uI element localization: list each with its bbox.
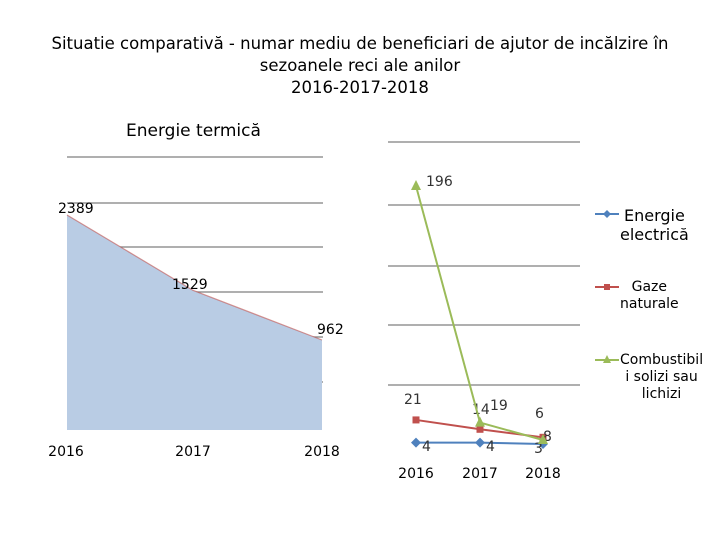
legend-swatch-gas	[594, 279, 620, 293]
line-data-label-solid: 19	[490, 398, 508, 414]
line-data-label-gas: 8	[543, 429, 552, 445]
area-chart-title: Energie termică	[126, 121, 261, 141]
area-data-label: 2389	[58, 201, 94, 217]
line-data-label-electric: 3	[534, 441, 543, 457]
line-point-electric	[411, 437, 421, 448]
area-data-label: 1529	[172, 277, 208, 293]
line-x-tick-label: 2016	[398, 466, 434, 482]
area-x-tick-label: 2018	[304, 444, 340, 460]
line-point-solid	[538, 433, 548, 444]
line-data-label-solid: 196	[426, 174, 453, 190]
legend-label-solid: Combustibil i solizi sau lichizi	[620, 352, 703, 403]
legend-solid-line-3: lichizi	[641, 386, 682, 402]
line-data-label-electric: 4	[486, 439, 495, 455]
legend-item-gas: Gaze naturale	[594, 279, 679, 313]
line-point-solid	[411, 180, 421, 190]
legend-solid-line-2: i solizi sau	[625, 369, 698, 385]
legend-swatch-electric	[594, 206, 620, 220]
legend-gas-line-2: naturale	[620, 296, 679, 312]
area-data-label: 962	[317, 322, 344, 338]
legend-solid-line-1: Combustibil	[620, 352, 704, 368]
line-data-label-gas: 21	[404, 392, 422, 408]
area-series-energie-termica	[67, 215, 322, 430]
chart-title-line-2: sezoanele reci ale anilor	[259, 56, 461, 75]
legend-electric-line-2: electrică	[620, 225, 689, 244]
area-x-tick-label: 2017	[175, 444, 211, 460]
legend-gas-line-1: Gaze	[631, 279, 668, 295]
legend-label-gas: Gaze naturale	[620, 279, 679, 313]
line-data-label-electric: 4	[422, 439, 431, 455]
line-data-label-solid: 6	[535, 406, 544, 422]
area-x-tick-label: 2016	[48, 444, 84, 460]
line-point-electric	[475, 437, 485, 448]
chart-title-line-3: 2016-2017-2018	[291, 78, 429, 97]
line-x-tick-label: 2018	[525, 466, 561, 482]
line-point-solid	[475, 416, 485, 427]
legend-swatch-solid	[594, 352, 620, 366]
chart-title: Situatie comparativă - numar mediu de be…	[40, 33, 680, 99]
legend-label-electric: Energie electrică	[620, 206, 689, 244]
legend-item-solid: Combustibil i solizi sau lichizi	[594, 352, 703, 403]
line-x-tick-label: 2017	[462, 466, 498, 482]
legend-item-electric: Energie electrică	[594, 206, 689, 244]
chart-title-line-1: Situatie comparativă - numar mediu de be…	[51, 34, 669, 53]
line-point-gas	[476, 425, 484, 433]
legend-electric-line-1: Energie	[623, 206, 685, 225]
line-point-gas	[412, 416, 420, 424]
area-series-top-edge	[66, 214, 323, 341]
